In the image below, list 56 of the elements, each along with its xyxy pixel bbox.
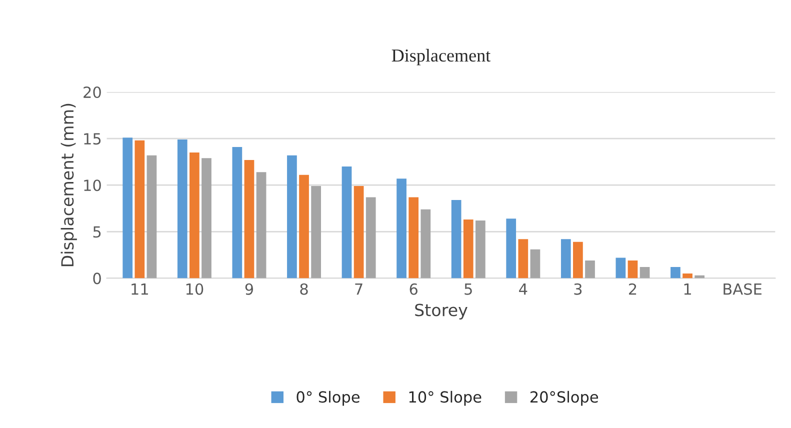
x-tick-label: 5 (464, 284, 472, 295)
x-tick-label: 1 (684, 284, 691, 295)
bar (640, 267, 650, 278)
bar (232, 146, 242, 278)
bar (396, 178, 406, 278)
bar (244, 160, 254, 278)
y-tick-label: 10 (84, 180, 101, 192)
bar (670, 267, 680, 278)
x-tick-label: 2 (628, 283, 636, 295)
x-tick-label: 9 (245, 283, 254, 295)
x-tick-label: 3 (574, 283, 582, 295)
x-tick-label: 6 (410, 283, 418, 295)
y-tick-label: 20 (84, 86, 101, 98)
bar (202, 158, 212, 278)
bar (134, 140, 145, 278)
y-tick-label: 15 (84, 133, 101, 145)
bar (518, 239, 528, 278)
y-tick-label: 5 (93, 226, 101, 238)
bar (342, 166, 352, 278)
bar (560, 239, 571, 278)
bar (451, 200, 462, 278)
bar (122, 138, 133, 278)
bar (354, 186, 364, 278)
bar (682, 274, 692, 278)
x-tick-label: BASE (724, 283, 762, 295)
x-tick-label: 11 (132, 284, 148, 295)
bar (287, 155, 297, 278)
bar (573, 242, 583, 278)
bar (506, 218, 516, 278)
bar (463, 220, 474, 278)
bar (476, 220, 486, 278)
bar (585, 260, 595, 278)
y-tick-label: 0 (93, 272, 101, 284)
bar (299, 174, 309, 278)
x-tick-label: 4 (519, 284, 528, 295)
legend-label: 10° Slope (409, 390, 482, 406)
chart-title: Displacement (392, 48, 491, 66)
bar (530, 249, 540, 278)
bar (616, 258, 626, 278)
bar (420, 209, 431, 278)
legend-label: 0° Slope (296, 390, 360, 406)
bar (146, 155, 157, 278)
x-tick-label: 7 (355, 284, 362, 295)
bar (190, 152, 200, 278)
x-axis-title: Storey (415, 304, 468, 320)
legend-label: 20°Slope (530, 390, 598, 406)
bar (177, 139, 188, 278)
bar (628, 260, 638, 278)
bar (311, 186, 321, 278)
x-tick-label: 10 (186, 283, 204, 295)
y-axis-title: Displacement (mm) (60, 104, 77, 266)
bar (408, 197, 419, 278)
x-tick-label: 8 (300, 283, 308, 295)
bar (694, 275, 705, 278)
bar (256, 172, 266, 278)
bar (366, 197, 376, 278)
